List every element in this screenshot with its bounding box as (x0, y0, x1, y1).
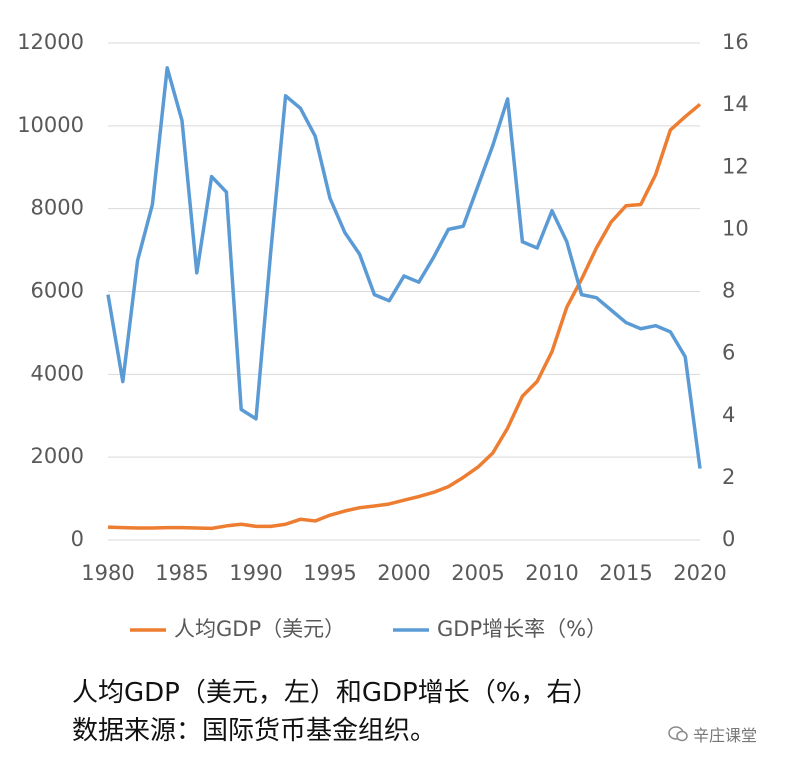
legend-label: 人均GDP（美元） (174, 617, 345, 641)
x-tick-label: 2020 (673, 561, 726, 585)
y2-tick-label: 0 (722, 527, 735, 551)
caption: 人均GDP（美元，左）和GDP增长（%，右） (72, 678, 599, 708)
y2-tick-label: 14 (722, 92, 749, 116)
caption: 数据来源：国际货币基金组织。 (72, 716, 437, 746)
y-tick-label: 10000 (17, 113, 84, 137)
watermark-icon (668, 726, 688, 742)
y2-tick-label: 4 (722, 403, 735, 427)
series-line (106, 66, 702, 469)
chart: 0 2000 4000 6000 8000 10000 12000 0 2 4 6 8 10 12 14 16… (17, 30, 749, 641)
y-tick-label: 8000 (31, 196, 84, 220)
y-tick-label: 2000 (31, 444, 84, 468)
legend-label: GDP增长率（%） (437, 617, 607, 641)
y-tick-label: 4000 (31, 361, 84, 385)
x-tick-label: 1980 (81, 561, 134, 585)
y2-tick-label: 2 (722, 465, 735, 489)
y2-tick-label: 16 (722, 30, 749, 54)
x-tick-label: 2000 (377, 561, 430, 585)
y2-tick-label: 8 (722, 279, 735, 303)
watermark-text: 辛庄课堂 (693, 726, 758, 745)
y2-tick-label: 6 (722, 341, 735, 365)
y-tick-label: 12000 (17, 30, 84, 54)
x-tick-label: 2005 (451, 561, 504, 585)
x-tick-label: 2015 (599, 561, 652, 585)
series-line (107, 102, 702, 531)
y-tick-label: 6000 (31, 279, 84, 303)
y2-tick-label: 10 (722, 216, 749, 240)
x-tick-label: 1985 (155, 561, 208, 585)
y-tick-label: 0 (71, 527, 84, 551)
x-tick-label: 2010 (525, 561, 578, 585)
x-tick-label: 1990 (229, 561, 282, 585)
watermark: 辛庄课堂 (668, 722, 757, 746)
x-tick-label: 1995 (303, 561, 356, 585)
y2-tick-label: 12 (722, 154, 749, 178)
